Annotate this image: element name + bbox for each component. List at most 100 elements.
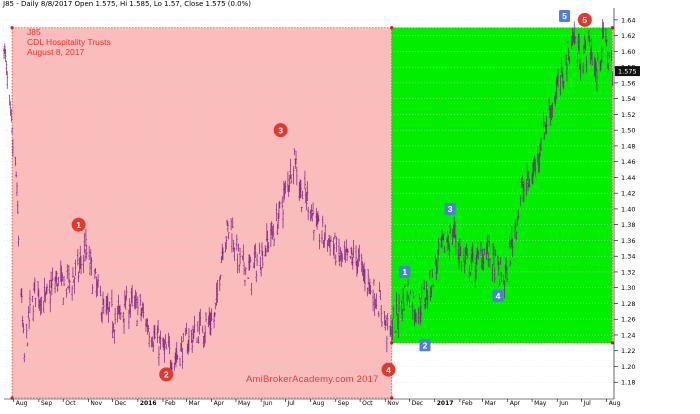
ohlc-bar — [436, 249, 439, 262]
ohlc-bar — [579, 63, 582, 81]
ohlc-bar — [84, 228, 87, 247]
x-tick-label: Nov — [90, 400, 102, 407]
wave-marker-circle — [71, 217, 86, 232]
ohlc-bar — [65, 288, 68, 298]
ohlc-bar — [136, 319, 139, 327]
ohlc-bar — [310, 204, 313, 219]
annotation-date: August 8, 2017 — [27, 47, 85, 57]
ohlc-bar — [500, 271, 503, 283]
wave-marker-label: 5 — [562, 11, 567, 21]
ohlc-bar — [90, 257, 93, 276]
ohlc-bar — [28, 317, 31, 330]
x-tick-label: Sep — [41, 400, 53, 407]
ohlc-bar — [28, 290, 31, 314]
ohlc-bar — [108, 301, 111, 312]
ohlc-bar — [10, 108, 13, 122]
ohlc-bar — [82, 254, 85, 274]
ohlc-bar — [595, 61, 598, 72]
ohlc-bar — [509, 260, 512, 267]
x-tick-label: Oct — [362, 400, 373, 407]
ohlc-bar — [383, 311, 386, 326]
ohlc-bar — [180, 336, 183, 353]
ohlc-bar — [286, 171, 289, 192]
ohlc-bar — [5, 60, 8, 76]
y-tick-label: 1.50 — [621, 127, 635, 135]
ohlc-bar — [328, 234, 331, 248]
x-tick-label: Apr — [510, 400, 521, 407]
ohlc-bar — [193, 315, 196, 333]
y-tick-label: 1.26 — [621, 316, 635, 324]
ohlc-bar — [312, 202, 315, 216]
ohlc-bar — [372, 289, 375, 312]
ohlc-bar — [42, 300, 45, 313]
annotation-ticker: J85 — [27, 27, 41, 37]
ohlc-bar — [247, 277, 250, 279]
ohlc-bar — [34, 297, 37, 308]
ohlc-bar — [50, 279, 53, 296]
ohlc-bar — [346, 248, 349, 261]
ohlc-bar — [539, 137, 542, 150]
ohlc-bar — [17, 235, 20, 247]
ohlc-bar — [591, 52, 594, 66]
ohlc-bar — [333, 232, 336, 240]
ohlc-bar — [481, 248, 484, 270]
ohlc-bar — [91, 284, 94, 294]
ohlc-bar — [204, 312, 207, 323]
ohlc-bar — [261, 250, 264, 269]
ohlc-bar — [491, 264, 494, 282]
ohlc-bar — [307, 206, 310, 221]
ohlc-bar — [555, 77, 558, 100]
ohlc-bar — [71, 285, 74, 301]
ohlc-bar — [430, 284, 433, 298]
ohlc-bar — [22, 322, 25, 334]
ohlc-bar — [380, 305, 383, 323]
ohlc-bar — [148, 332, 151, 348]
ohlc-bar — [411, 301, 414, 320]
ohlc-bar — [242, 244, 245, 262]
ohlc-bar — [260, 242, 263, 256]
ohlc-bar — [402, 303, 405, 312]
ohlc-bar — [164, 334, 167, 345]
wave-circle-5: 5 — [577, 12, 592, 27]
ohlc-bar — [31, 295, 34, 303]
ohlc-bar — [48, 280, 51, 294]
ohlc-bar — [163, 339, 166, 363]
ohlc-bar — [185, 322, 188, 334]
ohlc-bar — [135, 292, 138, 309]
wave-marker-label: 2 — [164, 370, 169, 380]
ohlc-bar — [76, 249, 79, 266]
wave-square-2: 2 — [419, 339, 431, 352]
ohlc-bar — [517, 209, 520, 220]
wave-marker-circle — [577, 12, 592, 27]
ohlc-bar — [511, 238, 514, 257]
ohlc-bar — [290, 174, 293, 184]
ohlc-bar — [352, 240, 355, 258]
ohlc-bar — [565, 54, 568, 66]
ohlc-bar — [582, 62, 585, 74]
ohlc-bar — [585, 56, 588, 73]
ohlc-bar — [191, 339, 194, 353]
ohlc-bar — [236, 253, 239, 274]
ohlc-bar — [428, 270, 431, 280]
ohlc-bar — [181, 347, 184, 369]
green-zone-border — [391, 27, 613, 344]
ohlc-bar — [560, 57, 563, 74]
ohlc-bar — [294, 158, 297, 169]
ohlc-bar — [394, 330, 397, 333]
ohlc-bar — [74, 259, 77, 276]
ohlc-bar — [515, 231, 518, 241]
y-tick-label: 1.20 — [621, 363, 635, 371]
ohlc-bar — [142, 303, 145, 319]
ohlc-bar — [227, 232, 230, 240]
ohlc-bar — [235, 234, 238, 251]
ohlc-bar — [385, 335, 388, 353]
x-tick-label: Jul — [583, 400, 592, 407]
ohlc-bar — [226, 221, 229, 232]
ohlc-bar — [521, 174, 524, 187]
ohlc-bar — [335, 236, 338, 252]
ohlc-bar — [165, 343, 168, 350]
last-price-tag-bg — [615, 66, 640, 77]
ohlc-bar — [454, 234, 457, 256]
ohlc-bar — [256, 253, 259, 266]
